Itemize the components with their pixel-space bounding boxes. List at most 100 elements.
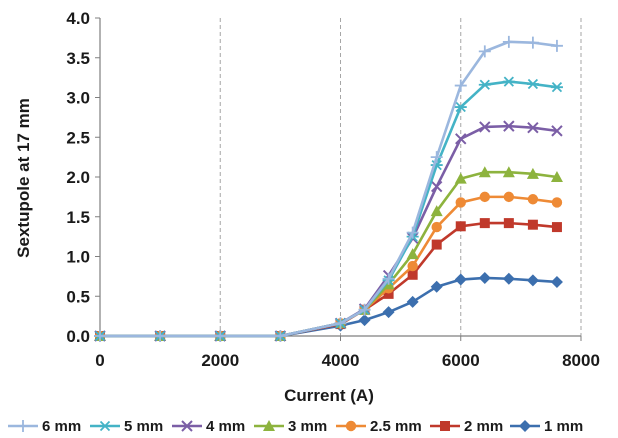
x-tick-label: 2000 — [201, 351, 239, 370]
y-axis-label: Sextupole at 17 mm — [14, 98, 33, 258]
data-point — [430, 205, 443, 217]
series-6-mm — [94, 35, 563, 342]
series-2_5-mm — [94, 191, 563, 342]
legend-item: 5 mm — [90, 418, 163, 435]
data-point — [406, 248, 419, 260]
series-5-mm — [94, 76, 563, 342]
legend-item: 3 mm — [254, 418, 327, 435]
data-point — [502, 272, 515, 285]
legend: 6 mm 5 mm 4 mm 3 mm 2.5 mm 2 mm 1 mm — [8, 418, 583, 435]
data-point — [358, 303, 371, 316]
data-point — [526, 167, 539, 179]
tick-labels: 0.0 0.5 1.0 1.5 2.0 2.5 3.0 3.5 4.0 0 2000 4000 6000… — [66, 9, 600, 370]
series-line — [100, 124, 558, 338]
legend-item: 1 mm — [510, 418, 583, 435]
legend-marker — [519, 420, 531, 432]
data-point — [274, 330, 287, 342]
legend-label: 1 mm — [544, 418, 583, 435]
data-point — [503, 218, 514, 229]
data-point — [478, 45, 491, 58]
y-tick-label: 2.0 — [66, 168, 90, 187]
y-tick-label: 1.0 — [66, 248, 90, 267]
legend-item: 2 mm — [430, 418, 503, 435]
data-point — [407, 260, 418, 272]
x-tick-label: 8000 — [562, 351, 600, 370]
x-tick-label: 0 — [95, 351, 104, 370]
data-point — [527, 219, 538, 230]
data-point — [502, 76, 515, 87]
data-point — [551, 222, 562, 233]
data-point — [382, 272, 395, 285]
data-point — [454, 79, 467, 92]
series-3-mm — [94, 166, 563, 341]
gridlines — [219, 18, 582, 336]
legend-marker — [440, 421, 450, 431]
data-point — [502, 35, 515, 48]
data-point — [358, 314, 371, 327]
legend-marker — [99, 420, 111, 432]
data-point — [455, 221, 466, 232]
data-point — [502, 166, 515, 178]
data-point — [479, 191, 490, 203]
legend-item: 6 mm — [8, 418, 81, 435]
series-lines — [94, 35, 563, 342]
data-point — [526, 274, 539, 287]
data-point — [478, 271, 491, 284]
legend-label: 3 mm — [288, 418, 327, 435]
x-tick-label: 6000 — [442, 351, 480, 370]
legend-marker — [345, 420, 357, 432]
data-point — [454, 101, 467, 113]
data-point — [94, 330, 106, 342]
series-2-mm — [95, 218, 562, 341]
legend-label: 2.5 mm — [370, 418, 422, 435]
legend-label: 5 mm — [124, 418, 163, 435]
data-point — [406, 226, 419, 239]
data-point — [478, 79, 491, 90]
data-point — [526, 78, 539, 90]
legend-label: 6 mm — [42, 418, 81, 435]
data-point — [430, 180, 443, 193]
y-tick-label: 4.0 — [66, 9, 90, 28]
legend-marker — [263, 420, 275, 431]
data-point — [550, 82, 563, 93]
series-line — [100, 40, 558, 338]
data-point — [550, 171, 563, 182]
data-point — [382, 306, 395, 319]
legend-label: 4 mm — [206, 418, 245, 435]
legend-item: 4 mm — [172, 418, 245, 435]
data-point — [526, 36, 539, 49]
data-point — [334, 317, 347, 330]
x-axis-label: Current (A) — [284, 386, 374, 405]
series-4-mm — [94, 120, 563, 342]
x-tick-label: 4000 — [322, 351, 360, 370]
data-point — [454, 172, 467, 184]
data-point — [503, 120, 515, 132]
legend-item: 2.5 mm — [336, 418, 422, 435]
data-point — [478, 166, 491, 178]
data-point — [154, 330, 167, 342]
legend-marker — [181, 420, 193, 432]
y-tick-label: 1.5 — [66, 208, 90, 227]
data-point — [430, 151, 443, 164]
series-line — [100, 80, 558, 338]
legend-label: 2 mm — [464, 418, 503, 435]
data-point — [551, 197, 563, 208]
series-line — [100, 195, 558, 338]
y-tick-label: 2.5 — [66, 128, 90, 147]
y-tick-label: 3.5 — [66, 49, 90, 68]
y-tick-label: 0.5 — [66, 287, 90, 306]
y-tick-label: 3.0 — [66, 89, 90, 108]
data-point — [431, 221, 442, 233]
data-point — [550, 275, 563, 288]
data-point — [479, 218, 490, 229]
data-point — [551, 125, 563, 137]
data-point — [214, 330, 227, 342]
data-point — [455, 197, 466, 208]
data-point — [455, 133, 467, 145]
legend-marker — [17, 420, 29, 432]
data-point — [503, 191, 515, 203]
data-point — [550, 39, 563, 52]
data-point — [527, 194, 539, 205]
